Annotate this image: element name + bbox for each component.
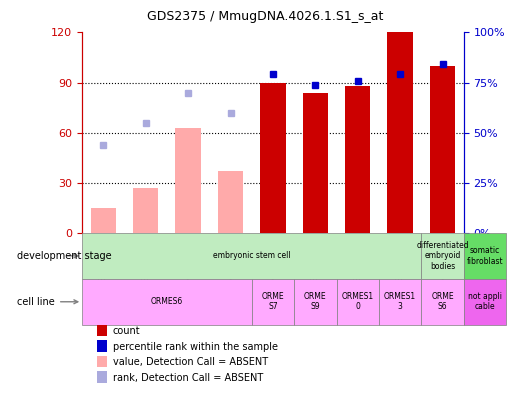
Bar [337,279,379,325]
Text: ORMES6: ORMES6 [151,297,183,306]
Bar [218,171,243,233]
Text: embryonic stem cell: embryonic stem cell [213,252,290,260]
Bar [252,279,294,325]
Bar [98,371,107,383]
Text: ORME
S7: ORME S7 [262,292,284,311]
Bar [175,128,201,233]
Text: value, Detection Call = ABSENT: value, Detection Call = ABSENT [113,358,268,367]
Text: somatic
fibroblast: somatic fibroblast [466,246,503,266]
Bar [345,86,370,233]
Bar [421,233,464,279]
Text: ORMES1
3: ORMES1 3 [384,292,416,311]
Text: cell line: cell line [17,297,78,307]
Bar [98,340,107,352]
Text: GDS2375 / MmugDNA.4026.1.S1_s_at: GDS2375 / MmugDNA.4026.1.S1_s_at [147,10,383,23]
Text: development stage: development stage [17,251,112,261]
Text: rank, Detection Call = ABSENT: rank, Detection Call = ABSENT [113,373,263,383]
Text: ORME
S9: ORME S9 [304,292,326,311]
Bar [260,83,286,233]
Text: ORME
S6: ORME S6 [431,292,454,311]
Bar [98,325,107,336]
Bar [430,66,455,233]
Text: differentiated
embryoid
bodies: differentiated embryoid bodies [416,241,469,271]
Bar [82,279,252,325]
Text: percentile rank within the sample: percentile rank within the sample [113,342,278,352]
Bar [294,279,337,325]
Text: not appli
cable: not appli cable [468,292,502,311]
Text: ORMES1
0: ORMES1 0 [342,292,374,311]
Text: count: count [113,326,140,336]
Bar [91,208,116,233]
Bar [98,356,107,367]
Bar [379,279,421,325]
Bar [133,188,158,233]
Bar [464,233,506,279]
Bar [464,279,506,325]
Bar [82,233,421,279]
Bar [303,92,328,233]
Bar [387,32,413,233]
Bar [421,279,464,325]
